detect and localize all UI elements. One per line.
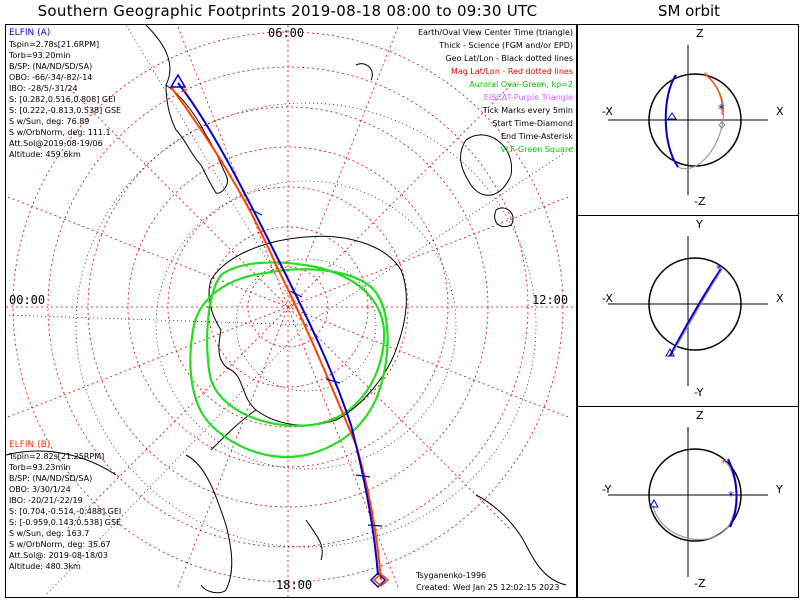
legend-entry: Mag Lat/Lon - Red dotted lines: [450, 67, 573, 76]
orbit-yz-left: -Y: [602, 483, 612, 496]
legend-entry: EISCAT-Purple Triangle: [483, 93, 573, 102]
elfin-a-line: Torb=93.20min: [9, 51, 71, 60]
orbit-xz-left: -X: [602, 105, 613, 118]
elfin-b-line: OBO: 3/30/1/24: [9, 485, 71, 494]
oval-inner: [206, 261, 386, 427]
elfin-b-name: ELFIN (B): [9, 440, 51, 450]
elfin-b-line: S: [0.704,-0.514,-0.488] GEI: [9, 507, 122, 516]
elfin-b-line: S w/Sun, deg: 163.7: [9, 529, 90, 538]
elfin-b-line: S: [-0.959,0.143,0.538] GSE: [9, 518, 122, 527]
elfin-b-track: [170, 86, 382, 581]
model-credit: Tsyganenko-1996: [416, 571, 487, 580]
elfin-a-center-triangle: [169, 73, 187, 88]
time-label-right: 12:00: [532, 293, 569, 307]
legend-entry: Tick Marks every 5min: [482, 106, 573, 115]
footprint-map: *: [6, 25, 576, 597]
elfin-a-name: ELFIN (A): [9, 28, 51, 38]
orbit-yz-right: Y: [776, 483, 783, 496]
geo-grid: [6, 25, 576, 596]
legend-entry: End Time-Asterisk: [500, 132, 573, 141]
elfin-b-line: Altitude: 480.3km: [9, 562, 81, 571]
time-label-left: 00:00: [9, 293, 46, 307]
orbit-xy-bottom: -Y: [694, 386, 704, 399]
orbit-xz-top: Z: [696, 27, 704, 40]
orbit-xy-right: X: [776, 292, 784, 305]
track-markers: *: [169, 73, 390, 589]
created-credit: Created: Wed Jan 25 12:02:15 2023: [416, 583, 560, 592]
elfin-b-line: Torb=93.23min: [9, 463, 71, 472]
time-label-bottom: 18:00: [276, 578, 313, 592]
elfin-a-line: B/SP: (NA/ND/SD/SA): [9, 62, 93, 71]
elfin-a-start-diamond: [369, 571, 387, 589]
svg-text:*: *: [703, 70, 709, 83]
footprint-panel: * 06:00 00:00 12:00 18:00 ELFIN (A) Tspi…: [5, 24, 577, 598]
elfin-a-line: S w/OrbNorm, deg: 111.1: [9, 128, 111, 137]
elfin-a-line: S w/Sun, deg: 76.89: [9, 117, 90, 126]
elfin-b-line: Att.Sol@: 2019-08-18/03: [9, 551, 108, 560]
tick-marks: [249, 208, 383, 527]
svg-text:*: *: [182, 87, 187, 98]
legend-entry: Geo Lat/Lon - Black dotted lines: [445, 54, 573, 63]
elfin-a-line: Altitude: 459.6km: [9, 150, 81, 159]
orbit-panel-xz: * * Z -Z -X X: [577, 24, 799, 216]
legend-entry: Earth/Oval View Center Time (triangle): [417, 28, 573, 37]
elfin-a-line: S: [0.282,0.516,0.808] GEI: [9, 95, 116, 104]
elfin-b-line: S w/OrbNorm, deg: 35.67: [9, 540, 111, 549]
orbit-plot-yz: * *: [608, 427, 768, 577]
legend-entry: Start Time-Diamond: [492, 119, 573, 128]
orbit-xz-right: X: [776, 105, 784, 118]
elfin-a-track: [177, 82, 379, 576]
elfin-a-line: S: [0.222,-0.813,0.538] GSE: [9, 106, 122, 115]
coastlines: [6, 25, 567, 594]
elfin-b-line: IBO: -20/21/-22/19: [9, 496, 83, 505]
orbit-end-asterisk-a: *: [718, 102, 724, 116]
orbit-xy-left: -X: [602, 292, 613, 305]
elfin-a-line: Att.Sol@2019-08-19/06: [9, 139, 103, 148]
orbit-panel-yz: * * Z -Z -Y Y: [577, 406, 799, 598]
elfin-a-line: IBO: -28/5/-31/24: [9, 84, 78, 93]
orbit-xy-top: Y: [696, 218, 703, 231]
time-label-top: 06:00: [268, 26, 305, 40]
legend-entry: Auroral Oval-Green, kp=2: [469, 80, 573, 89]
auroral-oval: [189, 261, 389, 459]
orbit-xz-bottom: -Z: [694, 195, 706, 208]
svg-text:*: *: [716, 262, 722, 276]
orbit-title: SM orbit: [657, 2, 721, 20]
elfin-a-line: Tspin=2.78s[21.6RPM]: [9, 40, 100, 49]
orbit-plot-xy: *: [608, 236, 768, 386]
legend-entry: VLF-Green Square: [500, 145, 573, 154]
elfin-a-line: OBO: -66/-34/-82/-14: [9, 73, 93, 82]
svg-text:*: *: [728, 489, 734, 503]
orbit-yz-top: Z: [696, 409, 704, 422]
orbit-yz-bottom: -Z: [694, 577, 706, 590]
elfin-b-line: Tspin=2.82s[21.25RPM]: [9, 452, 105, 461]
orbit-plot-xz: * *: [608, 45, 768, 195]
elfin-b-line: B/SP: (NA/ND/SD/SA): [9, 474, 93, 483]
oval-outer: [189, 268, 389, 459]
legend-entry: Thick - Science (FGM and/or EPD): [439, 41, 573, 50]
orbit-panel-xy: * Y -Y -X X: [577, 215, 799, 407]
plot-title: Southern Geographic Footprints 2019-08-1…: [37, 2, 538, 20]
svg-text:*: *: [721, 457, 727, 470]
elfin-b-start-diamond: [372, 573, 390, 587]
